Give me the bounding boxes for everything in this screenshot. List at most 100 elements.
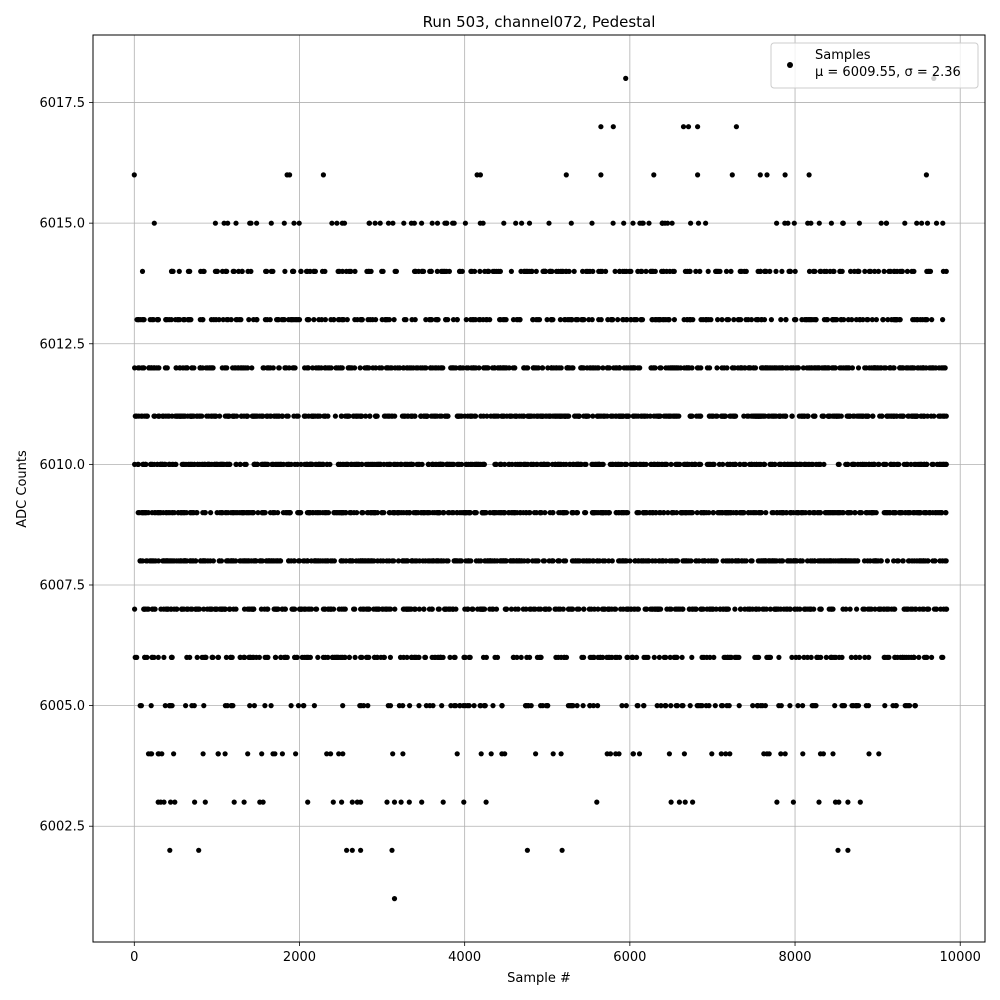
data-point <box>154 317 160 323</box>
data-point <box>478 751 484 757</box>
data-point <box>924 606 931 612</box>
data-point <box>335 317 341 323</box>
data-point <box>688 558 694 564</box>
data-point <box>344 317 350 323</box>
data-point <box>451 558 457 564</box>
data-point <box>198 558 204 564</box>
data-point <box>280 461 287 467</box>
data-point <box>628 268 634 274</box>
data-point <box>440 799 446 805</box>
data-point <box>209 654 215 661</box>
data-point <box>635 606 642 612</box>
data-point <box>322 317 328 323</box>
data-point <box>260 365 266 371</box>
data-point <box>445 317 451 323</box>
data-point <box>594 799 600 805</box>
data-point <box>737 461 743 467</box>
data-point <box>366 606 372 612</box>
data-point <box>579 654 585 661</box>
data-point <box>915 365 922 371</box>
data-point <box>561 461 567 467</box>
data-point <box>482 703 488 709</box>
data-point <box>743 317 749 323</box>
data-point <box>729 365 736 371</box>
data-point <box>738 606 744 612</box>
data-point <box>565 703 572 709</box>
data-point <box>555 461 561 467</box>
data-point <box>180 413 186 419</box>
data-point <box>387 654 393 661</box>
data-point <box>569 509 575 516</box>
data-point <box>865 413 871 419</box>
data-point <box>862 365 868 371</box>
data-point <box>609 558 615 564</box>
data-point <box>667 606 673 612</box>
data-point <box>714 268 720 274</box>
data-point <box>810 268 817 274</box>
data-point <box>153 558 159 564</box>
data-point <box>279 606 285 612</box>
data-point <box>804 558 811 564</box>
data-point <box>742 606 748 612</box>
data-point <box>656 317 663 323</box>
data-point <box>845 799 851 805</box>
data-point <box>830 751 836 757</box>
data-point <box>680 124 687 130</box>
data-point <box>817 751 824 757</box>
data-point <box>731 317 737 323</box>
data-point <box>559 847 565 853</box>
data-point <box>645 654 651 661</box>
data-point <box>185 268 191 274</box>
data-point <box>591 509 597 516</box>
data-point <box>167 847 173 853</box>
data-point <box>405 365 411 371</box>
data-point <box>446 268 452 274</box>
data-point <box>621 365 627 371</box>
data-point <box>840 606 846 612</box>
data-point <box>530 317 536 323</box>
data-point <box>480 509 486 516</box>
data-point <box>605 317 611 323</box>
data-point <box>480 606 486 612</box>
data-point <box>674 365 680 371</box>
data-point <box>631 461 637 467</box>
data-point <box>507 413 513 419</box>
data-point <box>796 461 802 467</box>
data-point <box>671 268 677 274</box>
data-point <box>241 509 248 516</box>
data-point <box>238 317 244 323</box>
data-point <box>256 413 263 419</box>
data-point <box>595 654 601 661</box>
data-point <box>524 654 530 661</box>
data-point <box>714 365 720 371</box>
data-point <box>640 413 647 419</box>
data-point <box>738 365 744 371</box>
data-point <box>616 558 622 564</box>
data-point <box>384 799 390 805</box>
data-point <box>878 220 884 226</box>
data-point <box>387 509 393 516</box>
data-point <box>473 365 479 371</box>
data-point <box>778 751 784 757</box>
data-point <box>668 799 674 805</box>
data-point <box>913 509 920 516</box>
data-point <box>720 558 726 564</box>
x-axis-ticks: 0 2000 4000 6000 8000 10000 <box>130 942 981 965</box>
data-point <box>270 365 276 371</box>
data-point <box>391 799 398 805</box>
data-point <box>774 509 780 516</box>
data-point <box>862 268 868 274</box>
data-point <box>253 317 260 323</box>
data-point <box>545 703 551 709</box>
data-point <box>696 365 702 371</box>
data-point <box>144 413 150 419</box>
data-point <box>694 558 700 564</box>
data-point <box>808 654 814 661</box>
data-point <box>703 220 709 226</box>
data-point <box>310 365 316 371</box>
data-point <box>190 509 196 516</box>
data-point <box>732 606 738 612</box>
data-point <box>290 606 297 612</box>
data-point <box>623 703 629 709</box>
